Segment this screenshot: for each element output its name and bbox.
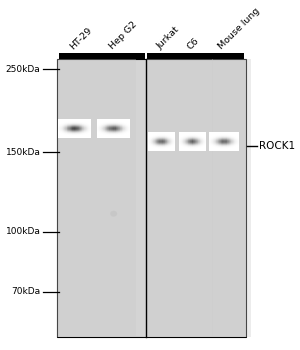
Bar bbox=[146, 59, 180, 337]
Bar bbox=[57, 59, 246, 337]
Text: 150kDa: 150kDa bbox=[6, 148, 41, 157]
Text: HT-29: HT-29 bbox=[68, 26, 94, 51]
Ellipse shape bbox=[110, 211, 117, 217]
Text: 70kDa: 70kDa bbox=[11, 287, 40, 296]
Text: 100kDa: 100kDa bbox=[6, 228, 41, 237]
Bar bbox=[212, 59, 251, 337]
Bar bbox=[97, 59, 136, 337]
Bar bbox=[180, 59, 214, 337]
Bar bbox=[59, 53, 145, 59]
Bar bbox=[57, 59, 97, 337]
Text: Hep G2: Hep G2 bbox=[107, 20, 139, 51]
Text: 250kDa: 250kDa bbox=[6, 65, 41, 74]
Text: Jurkat: Jurkat bbox=[155, 25, 181, 51]
Text: C6: C6 bbox=[186, 36, 201, 51]
Text: Mouse lung: Mouse lung bbox=[217, 6, 262, 51]
Bar bbox=[147, 53, 244, 59]
Text: ROCK1: ROCK1 bbox=[259, 141, 295, 150]
